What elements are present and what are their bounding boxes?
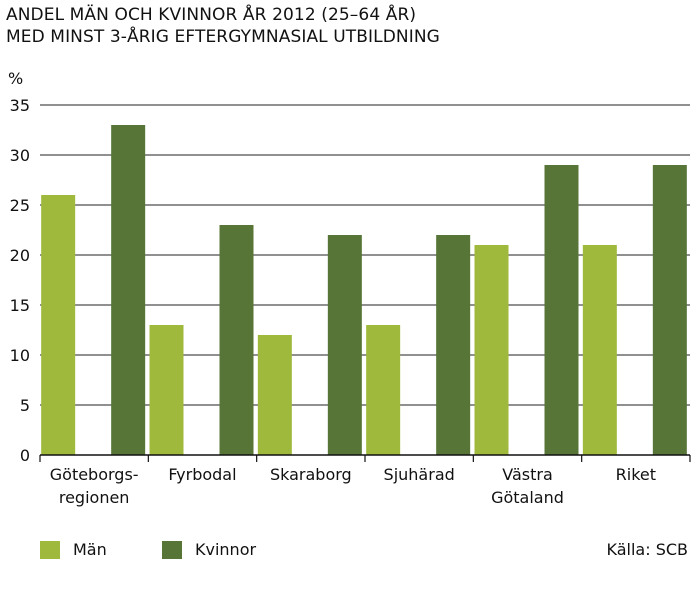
x-tick-label: Göteborgs-regionen	[50, 465, 139, 507]
bar-chart: 0 5 10 15 20 25 30 35 Göteborgs-regionen Fyrboda…	[8, 69, 691, 507]
legend-swatch-man	[40, 540, 60, 559]
x-tick-label: Skaraborg	[270, 465, 352, 484]
legend-item-man: Män	[40, 540, 107, 559]
y-axis-label: %	[8, 69, 23, 88]
bar-man	[41, 195, 76, 455]
bar-man	[474, 245, 509, 455]
bar-man	[149, 325, 184, 455]
y-axis-ticks: 0 5 10 15 20 25 30 35	[10, 96, 30, 465]
bar-kvinnor	[652, 165, 687, 455]
source-note: Källa: SCB	[606, 540, 689, 559]
x-axis-ticks: Göteborgs-regionen Fyrbodal Skaraborg Sjuhä…	[50, 465, 656, 507]
y-tick-label: 30	[10, 146, 30, 165]
bar-kvinnor	[327, 235, 362, 455]
x-tick-label: Västra Götaland	[491, 465, 564, 507]
bars	[41, 125, 687, 455]
x-tick-label: Sjuhärad	[384, 465, 455, 484]
bar-kvinnor	[544, 165, 579, 455]
x-tick-label: Fyrbodal	[168, 465, 236, 484]
bar-man	[257, 335, 292, 455]
bar-kvinnor	[111, 125, 146, 455]
x-axis	[39, 454, 691, 462]
bar-kvinnor	[436, 235, 471, 455]
y-tick-label: 25	[10, 196, 30, 215]
y-tick-label: 15	[10, 296, 30, 315]
x-tick-label: Riket	[616, 465, 656, 484]
y-tick-label: 5	[20, 396, 30, 415]
legend-label-kvinnor: Kvinnor	[195, 540, 257, 559]
y-tick-label: 20	[10, 246, 30, 265]
bar-man	[582, 245, 617, 455]
grid-lines	[40, 104, 690, 406]
y-tick-label: 35	[10, 96, 30, 115]
y-tick-label: 0	[20, 446, 30, 465]
chart-title-line-1: ANDEL MÄN OCH KVINNOR ÅR 2012 (25–64 ÅR)	[6, 5, 417, 25]
legend-item-kvinnor: Kvinnor	[162, 540, 256, 559]
chart-title: ANDEL MÄN OCH KVINNOR ÅR 2012 (25–64 ÅR)…	[6, 4, 440, 48]
y-tick-label: 10	[10, 346, 30, 365]
chart-title-line-2: MED MINST 3-ÅRIG EFTERGYMNASIAL UTBILDNI…	[6, 27, 440, 47]
bar-kvinnor	[219, 225, 254, 455]
legend-label-man: Män	[73, 540, 107, 559]
legend-swatch-kvinnor	[162, 540, 182, 559]
bar-man	[366, 325, 401, 455]
